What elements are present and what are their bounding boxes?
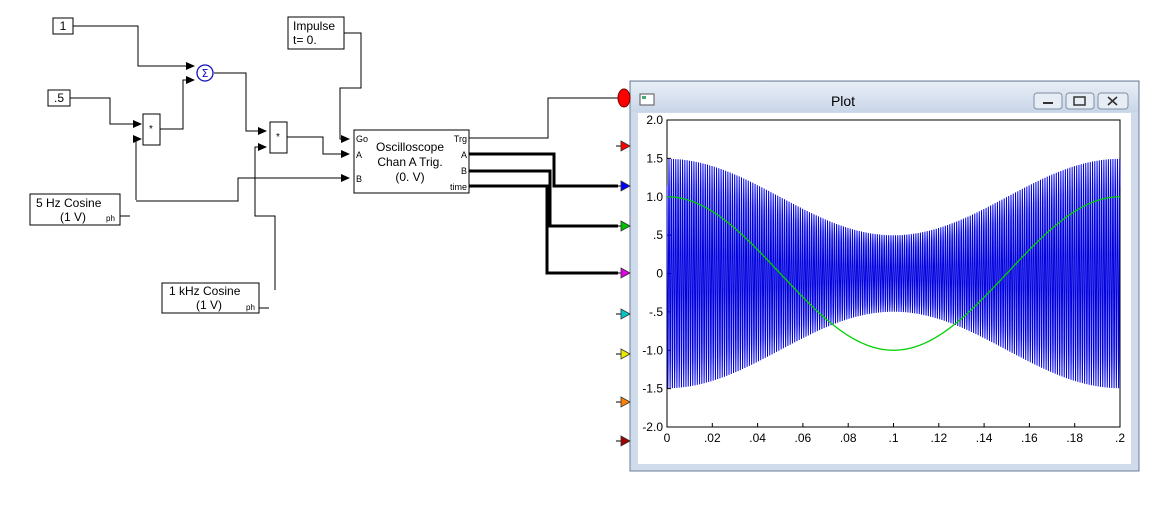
probe-2[interactable] xyxy=(616,180,631,192)
y-tick-label: -.5 xyxy=(649,305,663,319)
summer-block[interactable]: Σ xyxy=(196,64,214,82)
close-icon xyxy=(1107,96,1118,106)
phase-port-label: ph xyxy=(246,303,255,312)
restore-icon xyxy=(1073,96,1086,106)
plot-window-title: Plot xyxy=(831,93,855,109)
probe-6[interactable] xyxy=(616,348,631,360)
port-trg: Trg xyxy=(454,134,467,144)
cosine-label: 5 Hz Cosine xyxy=(36,196,102,210)
probe-3[interactable] xyxy=(616,220,631,232)
minimize-button[interactable] xyxy=(1033,92,1063,110)
probe-1[interactable] xyxy=(616,140,631,152)
window-app-icon xyxy=(639,93,655,106)
port-b-in: B xyxy=(356,174,362,184)
sigma-icon: Σ xyxy=(202,67,209,80)
x-tick-label: .02 xyxy=(704,431,721,445)
y-tick-label: 1.5 xyxy=(646,151,663,165)
y-tick-label: 0 xyxy=(656,267,663,281)
x-tick-label: .14 xyxy=(976,431,993,445)
y-tick-label: -2.0 xyxy=(642,420,663,434)
phase-port-label: ph xyxy=(106,214,115,223)
y-tick-label: 2.0 xyxy=(646,113,663,127)
probe-column xyxy=(616,88,631,447)
port-a-out: A xyxy=(461,150,467,160)
x-tick-label: 0 xyxy=(664,431,671,445)
maximize-button[interactable] xyxy=(1065,92,1095,110)
multiply-icon: * xyxy=(276,132,280,143)
cosine-amplitude: (1 V) xyxy=(60,210,86,224)
bus-wires xyxy=(469,152,618,275)
impulse-label: Impulse xyxy=(293,19,335,33)
x-tick-label: .18 xyxy=(1066,431,1083,445)
x-tick-label: .08 xyxy=(840,431,857,445)
x-tick-label: .16 xyxy=(1021,431,1038,445)
signal-wires xyxy=(70,25,618,309)
port-a-in: A xyxy=(356,150,362,160)
plot-area: 2.01.51.0.50-.5-1.0-1.5-2.00.02.04.06.08… xyxy=(642,113,1125,445)
probe-7[interactable] xyxy=(616,396,631,408)
x-tick-label: .06 xyxy=(795,431,812,445)
cosine-amplitude: (1 V) xyxy=(196,298,222,312)
port-go: Go xyxy=(356,134,368,144)
constant-block-half[interactable]: .5 xyxy=(47,89,71,107)
port-b-out: B xyxy=(461,166,467,176)
scope-title: Oscilloscope xyxy=(376,140,444,154)
oscilloscope-block[interactable]: Go A B Oscilloscope Chan A Trig. (0. V) … xyxy=(353,129,470,194)
y-tick-label: -1.0 xyxy=(642,343,663,357)
cosine-label: 1 kHz Cosine xyxy=(169,284,241,298)
probe-5[interactable] xyxy=(616,308,631,320)
cosine-1khz-block[interactable]: 1 kHz Cosine (1 V) ph xyxy=(161,282,260,314)
constant-value: 1 xyxy=(60,19,67,33)
y-tick-label: -1.5 xyxy=(642,382,663,396)
multiplier-block-2[interactable]: * xyxy=(269,121,288,154)
probe-8[interactable] xyxy=(616,435,631,447)
x-tick-label: .1 xyxy=(888,431,898,445)
x-tick-label: .04 xyxy=(749,431,766,445)
plot-window[interactable]: Plot 2.01.51.0.50-.5-1.0-1.5-2.00.02.04.… xyxy=(629,80,1140,472)
impulse-block[interactable]: Impulse t= 0. xyxy=(287,16,345,50)
close-button[interactable] xyxy=(1097,92,1129,110)
constant-value: .5 xyxy=(54,91,64,105)
y-tick-label: 1.0 xyxy=(646,190,663,204)
scope-channel: Chan A Trig. xyxy=(377,155,442,169)
port-time: time xyxy=(450,182,467,192)
constant-block-1[interactable]: 1 xyxy=(52,17,74,35)
series-am-signal xyxy=(666,158,1121,389)
series-modulator-cosine xyxy=(666,196,1121,351)
x-tick-label: .2 xyxy=(1115,431,1125,445)
y-tick-label: .5 xyxy=(653,228,663,242)
probe-trigger[interactable] xyxy=(617,88,631,108)
impulse-time: t= 0. xyxy=(293,33,317,47)
scope-level: (0. V) xyxy=(395,170,424,184)
x-tick-label: .12 xyxy=(930,431,947,445)
probe-4[interactable] xyxy=(616,267,631,279)
multiply-icon: * xyxy=(149,124,153,135)
cosine-5hz-block[interactable]: 5 Hz Cosine (1 V) ph xyxy=(29,193,121,226)
multiplier-block-1[interactable]: * xyxy=(142,113,161,146)
